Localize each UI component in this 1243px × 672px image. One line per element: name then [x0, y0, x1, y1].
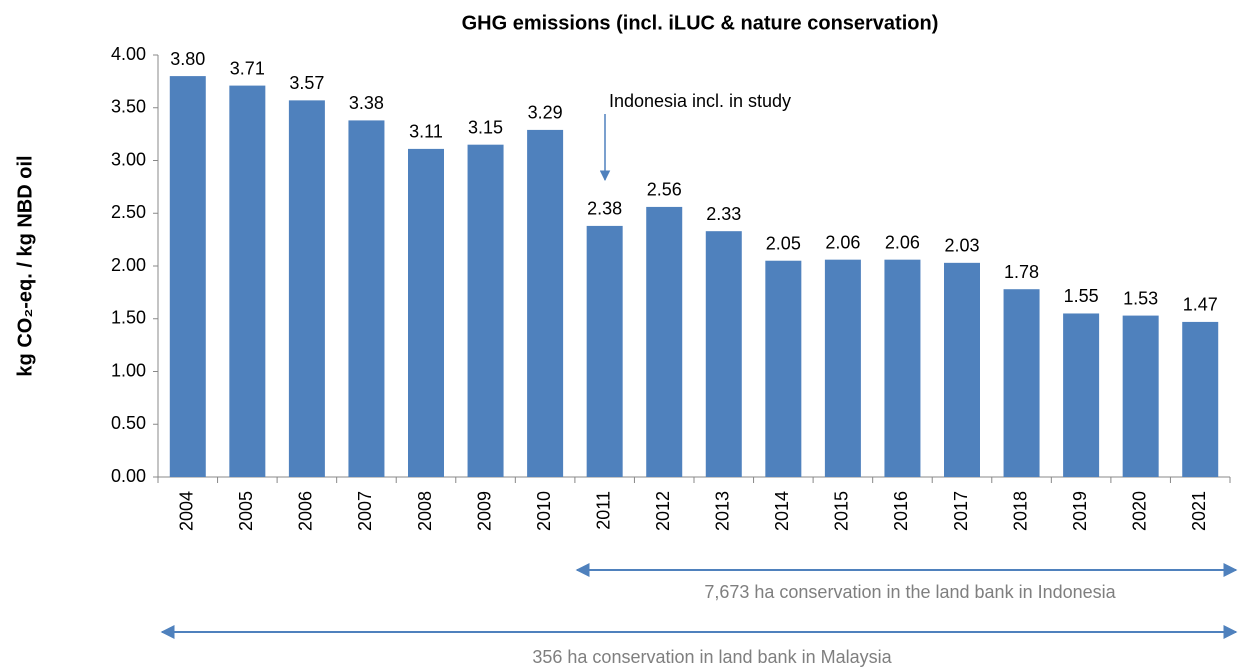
x-tick-label: 2019 [1070, 491, 1090, 531]
annotation: 7,673 ha conservation in the land bank i… [704, 582, 1116, 602]
x-tick-label: 2004 [177, 491, 197, 531]
x-tick-label: 2017 [951, 491, 971, 531]
x-tick-label: 2006 [296, 491, 316, 531]
x-tick-label: 2009 [474, 491, 494, 531]
x-tick-label: 2011 [593, 491, 613, 530]
x-tick-label: 2021 [1189, 491, 1209, 531]
annotation: 356 ha conservation in land bank in Mala… [532, 647, 892, 667]
data-label: 1.53 [1123, 288, 1158, 308]
y-tick-label: 4.00 [111, 44, 146, 64]
x-tick-label: 2013 [713, 491, 733, 531]
x-tick-label: 2014 [772, 491, 792, 531]
y-tick-label: 2.00 [111, 255, 146, 275]
bar [646, 206, 683, 478]
y-axis-label: kg CO₂-eq. / kg NBD oil [14, 155, 36, 376]
y-tick-label: 0.00 [111, 466, 146, 486]
x-tick-label: 2008 [415, 491, 435, 531]
x-tick-label: 2015 [832, 491, 852, 531]
bar [348, 120, 385, 477]
data-label: 2.05 [766, 233, 801, 253]
x-tick-label: 2020 [1129, 491, 1149, 531]
data-label: 3.11 [409, 122, 443, 142]
y-tick-label: 0.50 [111, 413, 146, 433]
x-tick-label: 2018 [1010, 491, 1030, 531]
bar [527, 129, 564, 477]
data-label: 2.03 [944, 236, 979, 256]
data-label: 3.15 [468, 117, 503, 137]
bar [229, 85, 266, 477]
bar [824, 259, 861, 477]
bar [1182, 321, 1219, 477]
bar [467, 144, 504, 478]
data-label: 1.55 [1064, 286, 1099, 306]
bar [1003, 289, 1040, 477]
bar [944, 262, 980, 477]
data-label: 3.80 [170, 49, 205, 69]
bar [408, 148, 444, 477]
bar [1122, 315, 1159, 477]
bar [169, 76, 206, 477]
data-label: 3.38 [349, 93, 384, 113]
y-tick-label: 2.50 [111, 202, 146, 222]
data-label: 2.33 [706, 204, 741, 224]
x-tick-label: 2016 [891, 491, 911, 531]
x-tick-label: 2010 [534, 491, 554, 531]
data-label: 2.38 [587, 199, 622, 219]
x-tick-label: 2007 [355, 491, 375, 531]
bar [586, 225, 623, 477]
data-label: 2.06 [885, 232, 920, 252]
data-label: 1.47 [1183, 295, 1218, 315]
bar [884, 259, 921, 477]
chart-title: GHG emissions (incl. iLUC & nature conse… [462, 12, 939, 34]
y-tick-label: 1.50 [111, 308, 146, 328]
bar [1063, 313, 1100, 477]
bar [288, 100, 325, 478]
bar [765, 260, 802, 477]
x-tick-label: 2005 [236, 491, 256, 531]
data-label: 2.56 [647, 180, 682, 200]
x-tick-label: 2012 [653, 491, 673, 531]
data-label: 3.71 [230, 58, 265, 78]
data-label: 1.78 [1004, 262, 1039, 282]
bar [705, 231, 742, 477]
y-tick-label: 1.00 [111, 360, 146, 380]
y-tick-label: 3.00 [111, 149, 146, 169]
annotation: Indonesia incl. in study [609, 91, 791, 111]
y-tick-label: 3.50 [111, 97, 146, 117]
data-label: 3.57 [289, 73, 324, 93]
data-label: 2.06 [825, 232, 860, 252]
data-label: 3.29 [528, 103, 563, 123]
